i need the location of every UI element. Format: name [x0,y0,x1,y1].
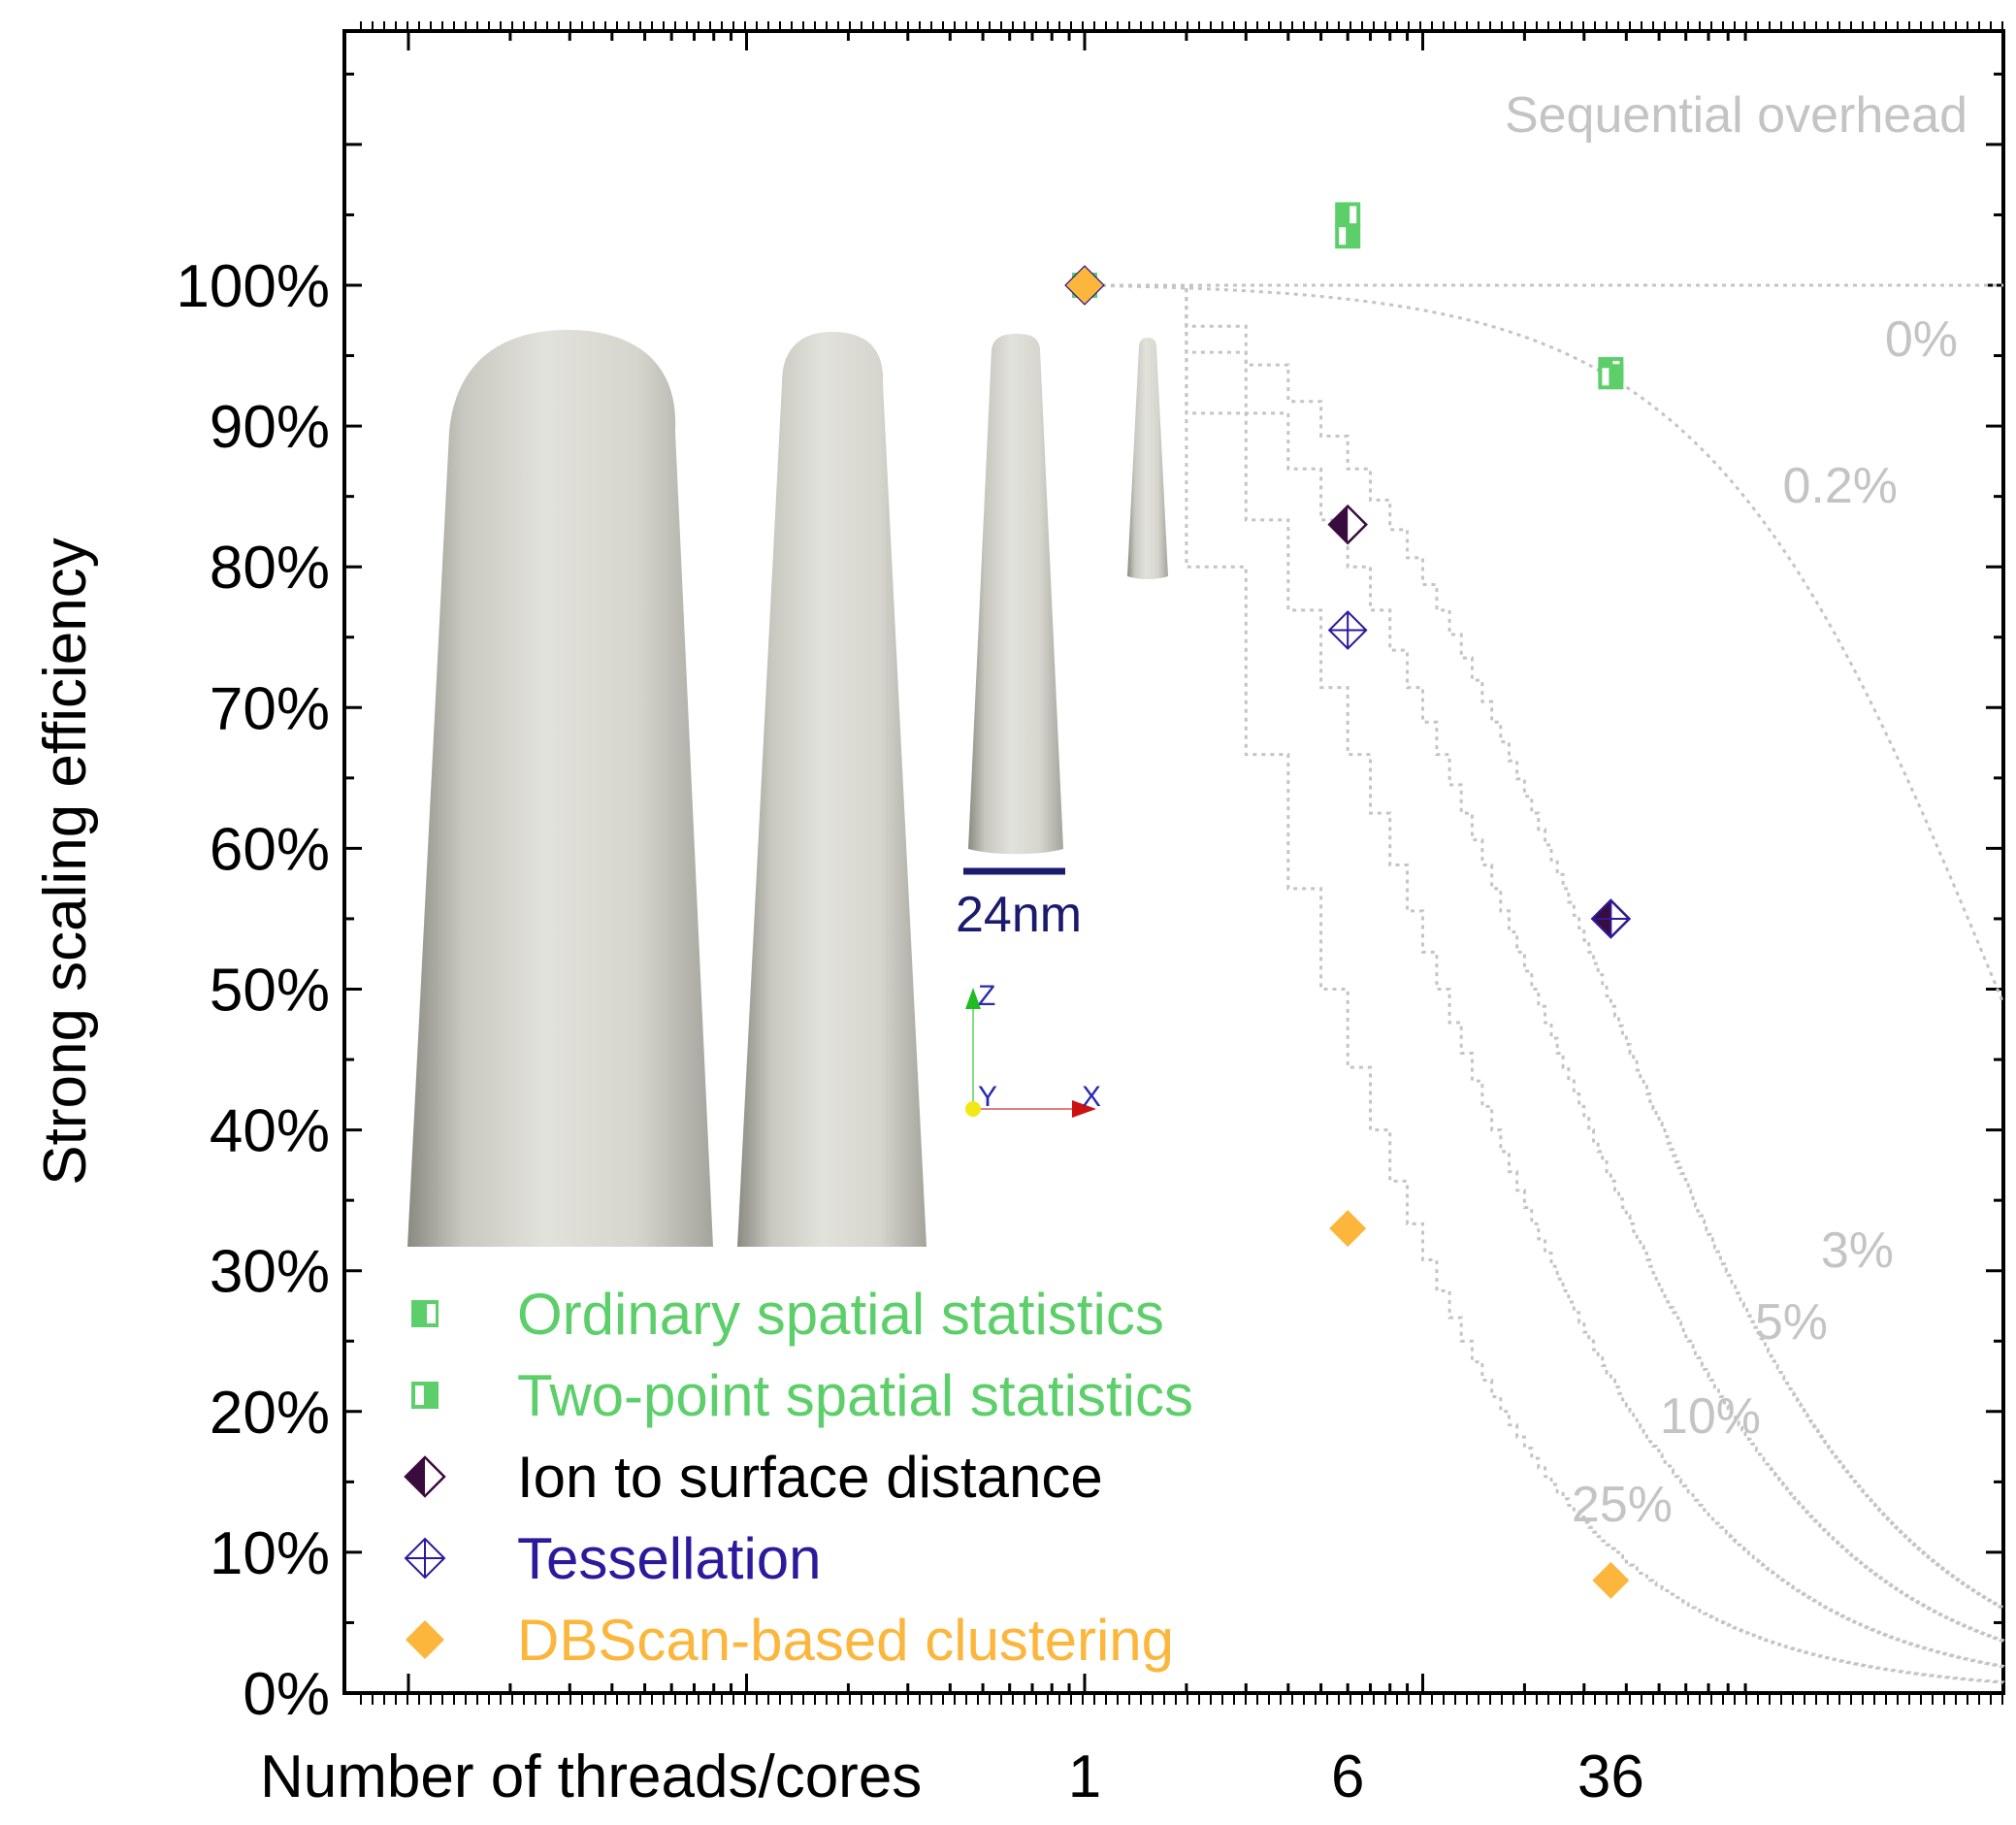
y-tick-1: 10% [210,1520,330,1587]
x-tick-1: 1 [1068,1744,1101,1810]
y-tick-3: 30% [210,1239,330,1306]
tip-4 [1127,338,1168,579]
ref-curve-5% [1085,283,2005,1643]
marker-fill [1335,223,1361,249]
curve-label-10: 10% [1660,1388,1761,1445]
marker-hollow [1339,227,1347,245]
z-axis-arrow [965,988,981,1009]
curve-label-0: 0% [1885,311,1958,368]
marker-square-half-right-6 [1335,223,1361,249]
legend-label-ordinary: Ordinary spatial statistics [517,1282,1164,1347]
marker-square-half-right-36 [1598,364,1624,390]
marker-fill [1066,267,1103,304]
y-axis-title: Strong scaling efficiency [32,538,99,1185]
curve-label-5: 5% [1755,1294,1828,1351]
y-tick-0: 0% [243,1661,330,1728]
curve-labels: Sequential overhead 0% 0.2% 3% 5% 10% 25… [1505,87,1967,1533]
legend-marker-dbscan [406,1620,444,1659]
marker-diamond-6 [1329,1210,1367,1248]
curve-label-25: 25% [1572,1477,1673,1533]
data-markers [1064,202,1632,1599]
x-tick-6: 6 [1331,1744,1364,1810]
tip-1 [407,330,713,1247]
reference-curves [1084,283,2005,1684]
marker-diamond-cross-6 [1327,610,1368,650]
legend-label-two-point: Two-point spatial statistics [517,1363,1193,1428]
legend-marker-tessellation [404,1537,446,1580]
y-axis-label: Y [978,1081,997,1113]
y-axis-dot [965,1101,981,1117]
marker-fill [1329,505,1349,543]
tip-2 [737,332,927,1247]
ref-curve-0.2% [1084,283,2005,1004]
curve-label-0.2: 0.2% [1782,458,1898,514]
scale-bar-label: 24nm [956,887,1082,943]
y-tick-9: 90% [210,394,330,461]
marker-diamond-1 [1066,267,1103,304]
marker-fill [1329,1210,1367,1248]
legend-marker-two-point [411,1382,439,1409]
tick-labels: 0% 10% 20% 30% 40% 50% 60% 70% 80% 90% 1… [176,253,1643,1810]
inset-tips: 24nm Z Y X [407,330,1168,1247]
legend-label-ion: Ion to surface distance [517,1445,1103,1510]
x-axis-arrow [1072,1100,1096,1118]
x-axis-title: Number of threads/cores [260,1744,922,1810]
ref-curve-25% [1085,283,2005,1684]
y-tick-2: 20% [210,1380,330,1447]
marker-diamond-cross-36 [1590,898,1631,939]
curve-label-3: 3% [1821,1222,1894,1279]
y-tick-10: 100% [176,253,330,320]
curve-title: Sequential overhead [1505,87,1967,144]
legend-marker-ordinary [411,1300,439,1327]
marker-diamond-36 [1592,1561,1630,1599]
y-tick-6: 60% [210,816,330,883]
x-axis-label: X [1082,1081,1101,1113]
y-tick-8: 80% [210,535,330,602]
axis-ticks [344,21,2003,1705]
marker-square-half-left-6 [1335,202,1361,228]
marker-fill [1598,364,1624,390]
y-tick-7: 70% [210,675,330,742]
y-tick-4: 40% [210,1098,330,1165]
marker-hollow [1602,368,1610,386]
y-tick-5: 50% [210,958,330,1025]
z-axis-label: Z [978,980,995,1012]
legend-label-tessellation: Tessellation [517,1526,822,1591]
legend-label-dbscan: DBScan-based clustering [517,1608,1174,1673]
marker-hollow [1349,206,1357,224]
marker-fill [1592,1561,1630,1599]
tip-3 [968,334,1063,855]
plot-frame [342,29,2005,1695]
x-tick-36: 36 [1577,1744,1644,1810]
legend: Ordinary spatial statistics Two-point sp… [404,1282,1193,1673]
marker-diamond-half-6 [1327,504,1368,545]
legend-marker-ion [404,1455,446,1498]
